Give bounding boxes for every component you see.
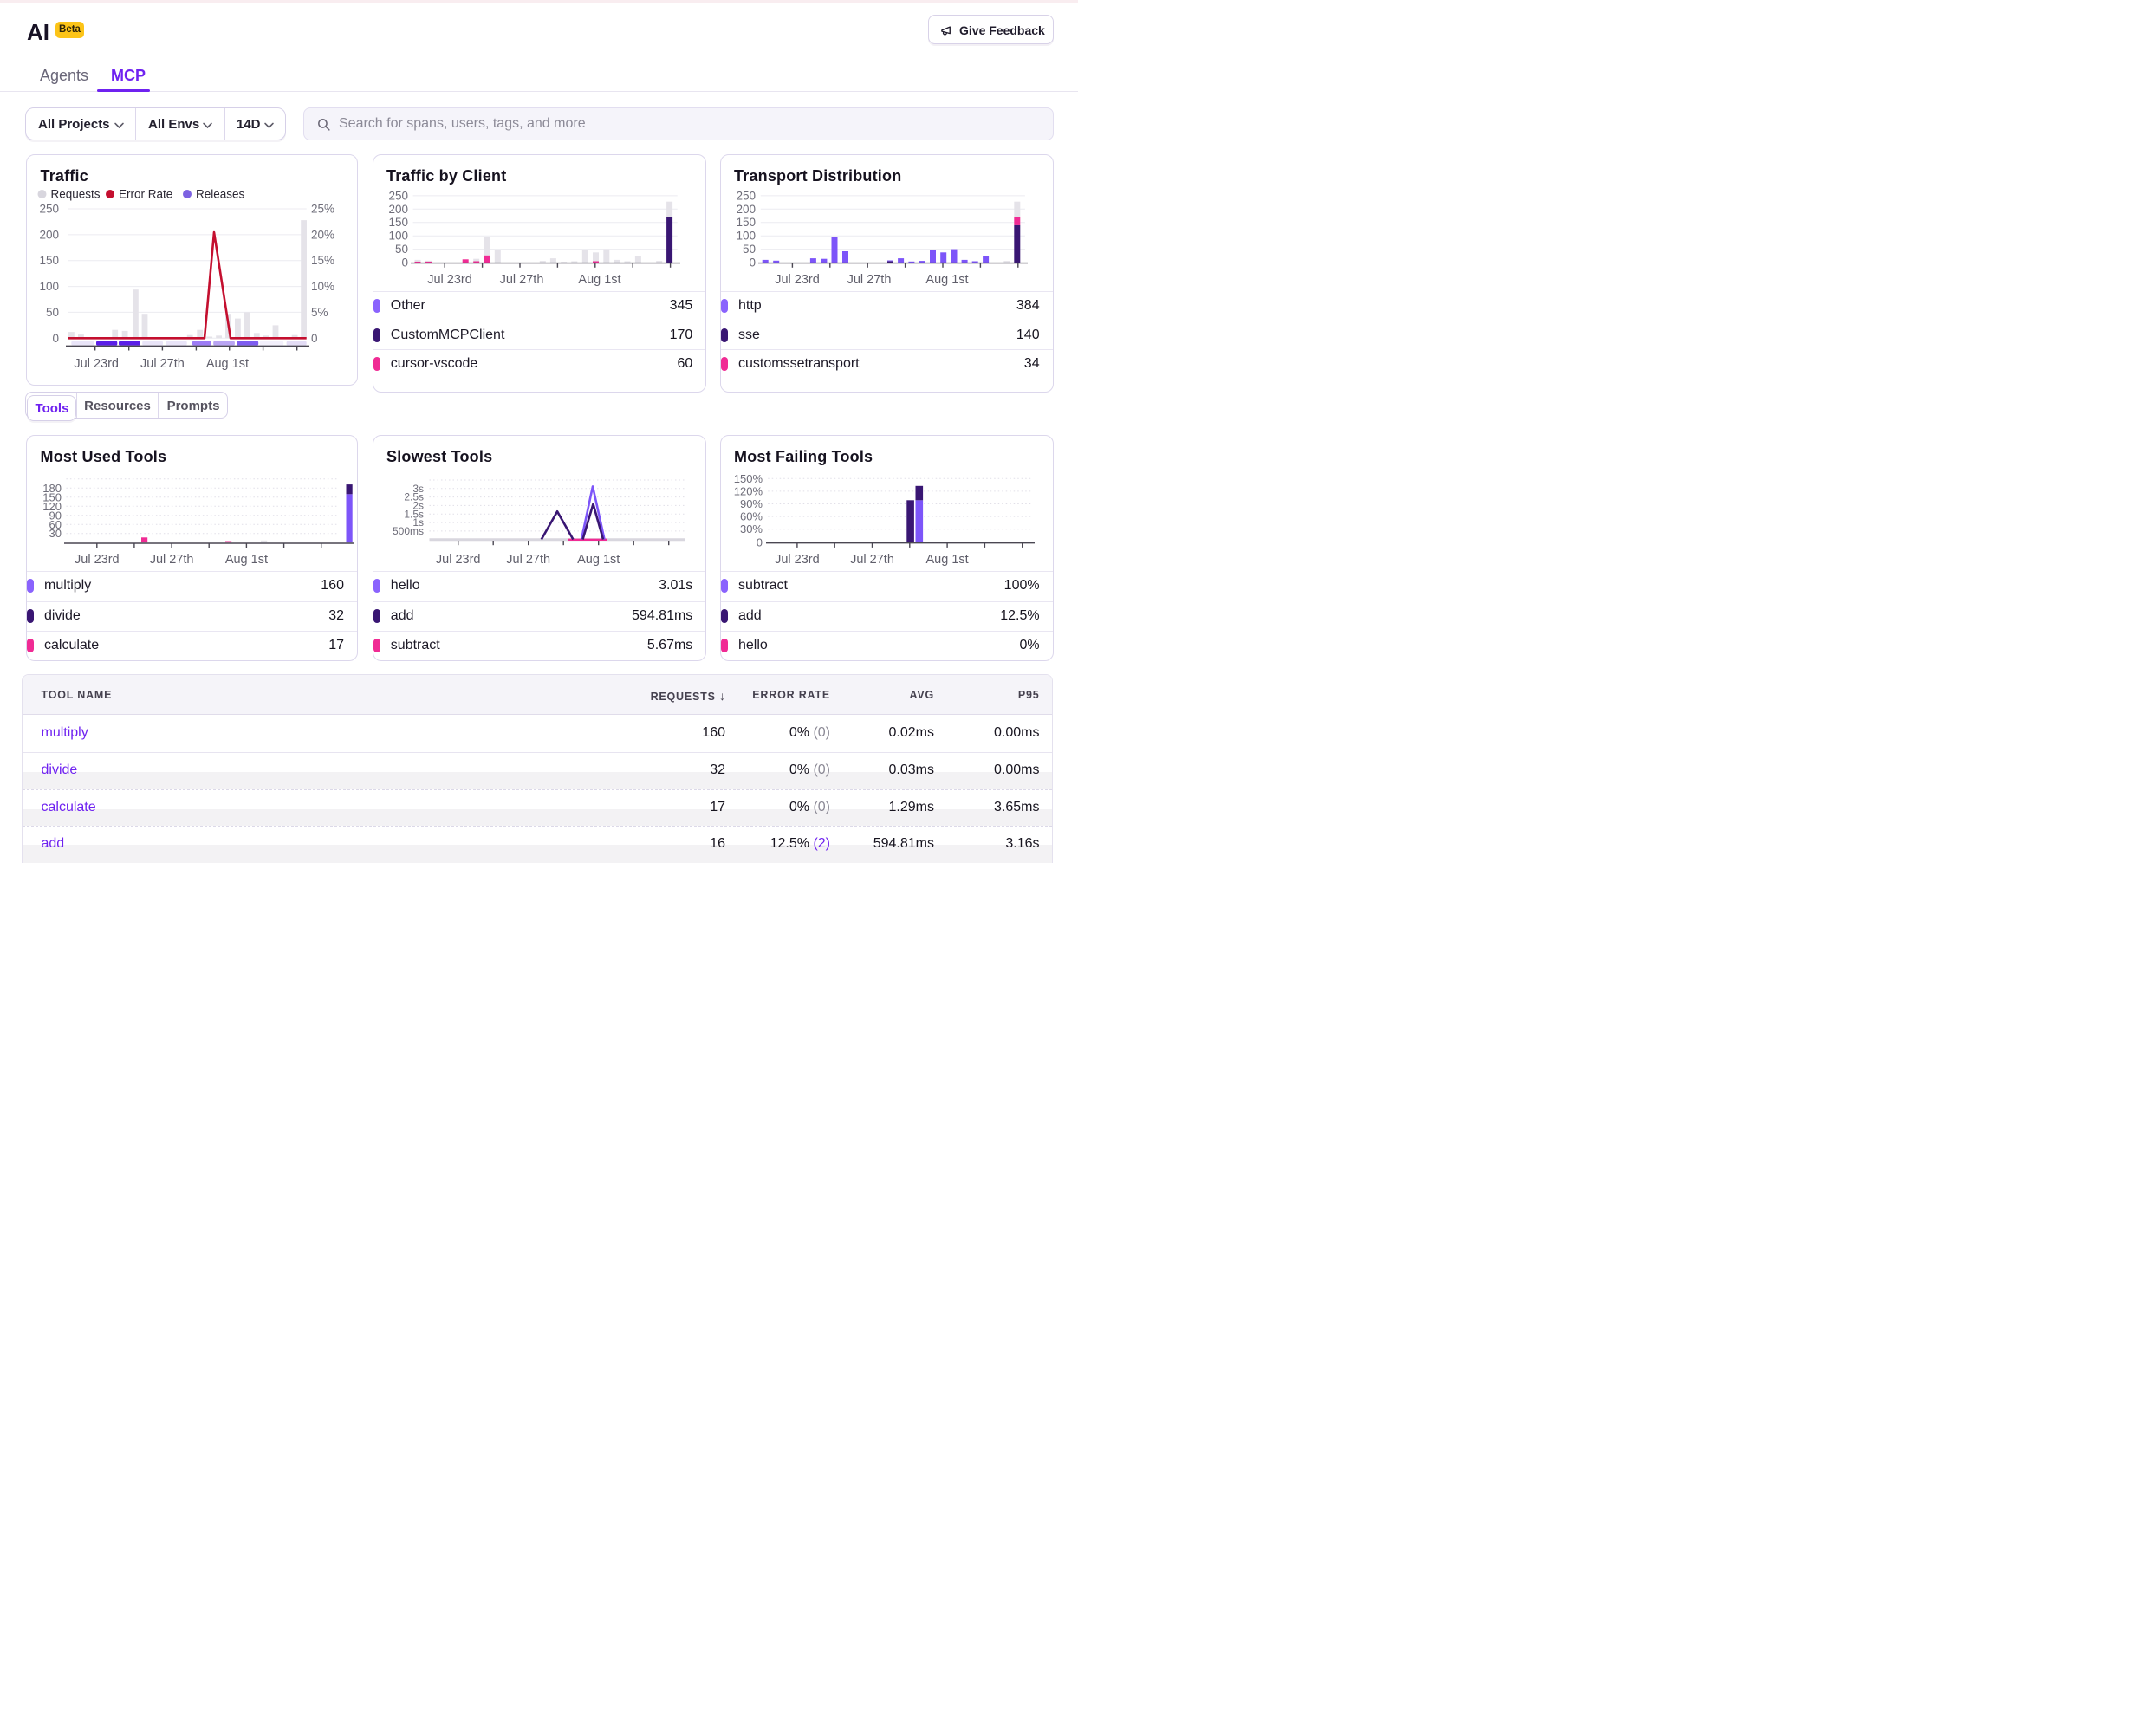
svg-text:Jul 27th: Jul 27th (500, 273, 544, 287)
svg-text:200: 200 (388, 203, 408, 216)
svg-text:3s: 3s (412, 483, 424, 495)
svg-text:50: 50 (46, 306, 59, 319)
svg-text:20%: 20% (311, 228, 334, 241)
svg-text:150%: 150% (734, 472, 763, 485)
svg-text:50: 50 (743, 243, 756, 256)
svg-text:0: 0 (311, 332, 318, 345)
svg-text:120%: 120% (734, 484, 763, 497)
svg-text:15%: 15% (311, 254, 334, 267)
svg-text:150: 150 (42, 490, 62, 503)
svg-text:0: 0 (749, 256, 756, 269)
svg-text:Jul 23rd: Jul 23rd (74, 357, 119, 371)
svg-text:250: 250 (39, 203, 59, 216)
svg-text:5%: 5% (311, 306, 328, 319)
svg-text:Aug 1st: Aug 1st (225, 553, 268, 567)
svg-text:Aug 1st: Aug 1st (925, 273, 968, 287)
svg-text:Jul 27th: Jul 27th (506, 553, 550, 567)
svg-text:60: 60 (49, 518, 62, 531)
svg-text:Jul 23rd: Jul 23rd (75, 553, 120, 567)
svg-text:100: 100 (388, 230, 408, 243)
svg-text:Jul 27th: Jul 27th (150, 553, 194, 567)
svg-text:Aug 1st: Aug 1st (206, 357, 249, 371)
svg-text:200: 200 (736, 203, 756, 216)
svg-text:Jul 27th: Jul 27th (850, 553, 894, 567)
svg-text:1s: 1s (412, 516, 424, 529)
svg-text:120: 120 (42, 500, 62, 513)
svg-text:Jul 23rd: Jul 23rd (427, 273, 472, 287)
svg-text:60%: 60% (740, 510, 763, 523)
svg-text:Requests: Requests (51, 188, 101, 201)
svg-text:100: 100 (39, 280, 59, 293)
svg-text:Jul 27th: Jul 27th (847, 273, 892, 287)
svg-text:180: 180 (42, 482, 62, 495)
svg-text:Aug 1st: Aug 1st (926, 553, 969, 567)
svg-text:2.5s: 2.5s (404, 491, 424, 503)
svg-text:Error Rate: Error Rate (119, 188, 172, 201)
svg-text:2s: 2s (412, 499, 424, 511)
svg-text:90%: 90% (740, 497, 763, 510)
svg-text:Jul 23rd: Jul 23rd (775, 273, 820, 287)
svg-text:200: 200 (39, 228, 59, 241)
svg-text:250: 250 (736, 189, 756, 202)
svg-text:50: 50 (395, 243, 408, 256)
svg-text:150: 150 (39, 254, 59, 267)
svg-text:Jul 27th: Jul 27th (140, 357, 185, 371)
svg-text:Aug 1st: Aug 1st (578, 273, 620, 287)
svg-text:250: 250 (388, 189, 408, 202)
svg-text:10%: 10% (311, 280, 334, 293)
svg-text:Releases: Releases (196, 188, 245, 201)
svg-text:Jul 23rd: Jul 23rd (775, 553, 820, 567)
svg-text:150: 150 (736, 216, 756, 229)
svg-text:30%: 30% (740, 522, 763, 535)
svg-text:150: 150 (388, 216, 408, 229)
svg-text:500ms: 500ms (393, 525, 424, 537)
svg-text:25%: 25% (311, 203, 334, 216)
svg-text:Aug 1st: Aug 1st (577, 553, 620, 567)
svg-text:Jul 23rd: Jul 23rd (436, 553, 481, 567)
svg-text:1.5s: 1.5s (404, 508, 424, 520)
svg-text:0: 0 (52, 332, 59, 345)
svg-text:0: 0 (757, 536, 763, 549)
svg-text:0: 0 (401, 256, 408, 269)
svg-text:30: 30 (49, 527, 62, 540)
svg-text:100: 100 (736, 230, 756, 243)
svg-text:90: 90 (49, 509, 62, 522)
